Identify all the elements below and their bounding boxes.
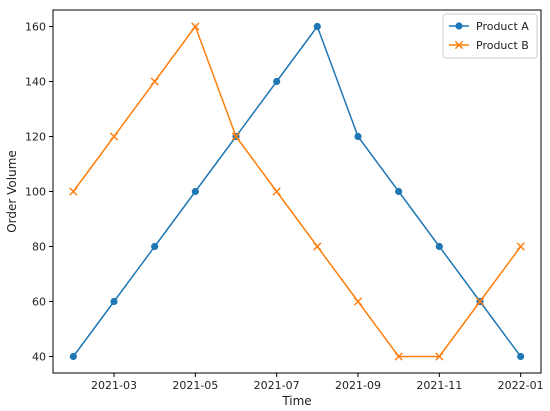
data-point [353, 297, 363, 306]
y-tick-label: 160 [25, 21, 46, 34]
legend-label: Product B [476, 39, 529, 52]
data-point [109, 132, 119, 141]
y-axis-label: Order Volume [5, 150, 19, 233]
y-tick-label: 80 [32, 241, 46, 254]
data-point [110, 297, 118, 306]
legend-marker [454, 40, 464, 50]
data-point [475, 297, 485, 306]
data-point [151, 242, 159, 251]
legend: Product A Product B [442, 13, 538, 59]
legend-label: Product A [476, 20, 529, 33]
y-tick-label: 120 [25, 131, 46, 144]
data-point [69, 352, 77, 361]
data-point [394, 352, 403, 361]
x-tick-label: 2021-05 [172, 379, 218, 392]
series-product-a [69, 22, 525, 361]
x-tick-label: 2021-07 [254, 379, 300, 392]
y-tick-label: 60 [32, 296, 46, 309]
legend-marker [455, 22, 463, 30]
plot-area [69, 22, 525, 361]
legend-entry: Product A [449, 20, 529, 33]
y-axis: 40 60 80 100 120 140 160 [25, 21, 53, 364]
y-tick-label: 100 [25, 186, 46, 199]
data-point [272, 187, 281, 196]
x-tick-label: 2021-03 [91, 379, 137, 392]
data-point [313, 22, 321, 31]
data-point [517, 352, 525, 361]
y-tick-label: 40 [32, 351, 46, 364]
x-axis-label: Time [281, 394, 311, 408]
data-point [354, 132, 362, 141]
data-point [395, 187, 403, 196]
legend-entry: Product B [449, 39, 529, 52]
y-tick-label: 140 [25, 76, 46, 89]
x-axis: 2021-03 2021-05 2021-07 2021-09 2021-11 2022-… [91, 373, 544, 392]
data-point [313, 242, 322, 251]
data-point [150, 77, 159, 86]
data-point [435, 352, 444, 361]
x-tick-label: 2021-11 [416, 379, 462, 392]
data-point [435, 242, 443, 251]
data-point [516, 242, 525, 251]
data-point [69, 187, 78, 196]
data-point [231, 132, 241, 141]
x-tick-label: 2022-01 [498, 379, 544, 392]
series-line [72, 25, 522, 358]
series-product-b [69, 22, 525, 361]
data-point [191, 187, 199, 196]
legend-box [442, 13, 538, 59]
x-tick-label: 2021-09 [335, 379, 381, 392]
data-point [273, 77, 281, 86]
series-line [72, 25, 522, 357]
data-point [191, 22, 200, 31]
